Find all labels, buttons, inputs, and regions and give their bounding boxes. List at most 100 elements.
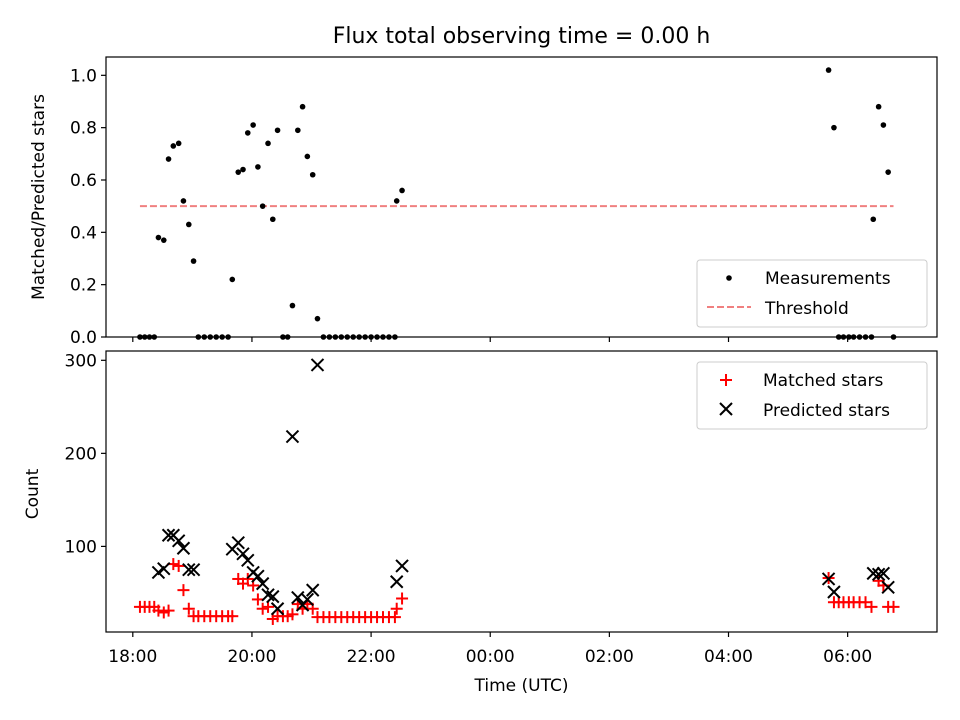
legend-threshold-label: Threshold <box>764 299 849 319</box>
matched-stars-point <box>865 600 878 613</box>
measurements-point <box>875 103 882 110</box>
bottom-x-axis: 18:00 20:00 22:00 00:00 02:00 04:00 06:00 <box>108 632 872 667</box>
predicted-stars-point <box>389 575 404 589</box>
top-legend: Measurements Threshold <box>696 259 928 328</box>
measurements-point <box>235 169 242 175</box>
measurements-point <box>155 234 162 241</box>
chart-title: Flux total observing time = 0.00 h <box>333 24 711 49</box>
bottom-y-axis-label: Count <box>23 468 43 519</box>
matched-stars-point <box>172 559 185 572</box>
measurements-point <box>190 258 197 264</box>
measurements-point <box>825 67 832 73</box>
measurements-point <box>160 237 167 243</box>
predicted-stars-point <box>266 589 280 604</box>
bottom-ytick-label: 300 <box>65 351 97 371</box>
top-ytick-label: 0.4 <box>70 223 97 243</box>
measurements-point <box>244 130 251 136</box>
legend-matched-marker <box>720 374 732 386</box>
predicted-stars-point <box>171 534 186 548</box>
predicted-stars-point <box>270 602 285 616</box>
bottom-y-axis: 100 200 300 <box>65 351 106 557</box>
matched-stars-point <box>251 593 264 606</box>
bottom-xtick-label: 00:00 <box>466 647 515 667</box>
measurements-point <box>870 216 877 223</box>
predicted-stars-point <box>300 592 315 607</box>
matched-stars-point <box>388 611 401 624</box>
predicted-stars-point <box>251 569 265 583</box>
panel-bottom: 100 200 300 18:00 20:00 22:00 00:00 02:00 04:00… <box>23 350 938 696</box>
measurements-point <box>265 140 271 147</box>
measurements-point <box>314 315 321 322</box>
measurements-point <box>170 143 177 149</box>
measurements-point <box>250 122 256 128</box>
measurements-point <box>393 198 400 204</box>
measurements-point <box>831 124 837 131</box>
measurements-point <box>269 216 276 223</box>
predicted-stars-point <box>395 559 409 573</box>
measurements-point <box>229 276 236 283</box>
predicted-stars-point <box>176 541 191 555</box>
measurements-point <box>274 127 281 134</box>
measurements-point <box>885 169 891 175</box>
predicted-stars-point <box>182 562 196 577</box>
legend-measurements-marker <box>726 275 732 281</box>
predicted-stars-point <box>881 580 895 595</box>
top-y-axis-label: Matched/Predicted stars <box>29 94 49 300</box>
bottom-xtick-label: 02:00 <box>585 647 634 667</box>
measurements-point <box>180 198 187 204</box>
predicted-stars-point <box>161 528 176 542</box>
top-legend-box <box>696 259 928 328</box>
predicted-stars-point <box>241 553 255 568</box>
bottom-axes-frame <box>105 350 938 633</box>
panel-top: 0.0 0.2 0.4 0.6 0.8 1.0 Matched/Predicted sta… <box>29 56 938 348</box>
matched-stars-point <box>390 602 403 615</box>
bottom-legend-box <box>696 361 928 430</box>
top-ytick-label: 1.0 <box>70 66 97 86</box>
legend-predicted-label: Predicted stars <box>763 401 890 421</box>
top-ytick-label: 0.2 <box>70 276 97 296</box>
predicted-stars-point <box>310 358 325 372</box>
measurements-point <box>165 156 172 162</box>
predicted-stars-point <box>876 566 891 581</box>
measurements-point <box>399 187 405 194</box>
predicted-stars-point <box>157 562 171 576</box>
matched-stars-point <box>182 602 195 615</box>
measurements-point <box>309 171 316 178</box>
top-plot-area <box>137 67 897 340</box>
measurements-point <box>304 153 311 160</box>
top-ytick-label: 0.8 <box>70 119 97 139</box>
matched-stars-point <box>256 602 269 615</box>
top-x-axis <box>132 337 849 342</box>
legend-predicted-marker <box>719 402 733 416</box>
top-ytick-label: 0.0 <box>70 328 97 348</box>
measurements-point <box>259 203 266 209</box>
bottom-xtick-label: 22:00 <box>347 647 396 667</box>
predicted-stars-point <box>186 562 201 577</box>
legend-measurements-label: Measurements <box>765 269 891 289</box>
predicted-stars-point <box>285 429 300 444</box>
predicted-stars-point <box>236 547 250 561</box>
bottom-xtick-label: 04:00 <box>704 647 753 667</box>
matched-stars-point <box>262 600 275 613</box>
matched-stars-point <box>226 610 239 623</box>
measurements-point <box>880 122 887 128</box>
predicted-stars-point <box>306 583 320 597</box>
predicted-stars-point <box>827 585 841 599</box>
top-ytick-label: 0.6 <box>70 171 97 191</box>
predicted-stars-point <box>871 567 886 582</box>
matched-stars-point <box>152 604 165 617</box>
bottom-plot-area <box>133 358 900 625</box>
top-axes-frame <box>105 56 938 338</box>
matched-stars-point <box>396 592 409 605</box>
measurements-point <box>289 302 296 309</box>
predicted-stars-point <box>231 535 245 550</box>
top-y-axis: 0.0 0.2 0.4 0.6 0.8 1.0 <box>70 66 106 348</box>
measurements-point <box>299 103 306 110</box>
measurements-point <box>295 127 301 134</box>
matched-stars-point <box>887 600 900 613</box>
bottom-xtick-label: 18:00 <box>108 647 157 667</box>
legend-matched-label: Matched stars <box>763 371 883 391</box>
bottom-ytick-label: 200 <box>65 444 97 464</box>
